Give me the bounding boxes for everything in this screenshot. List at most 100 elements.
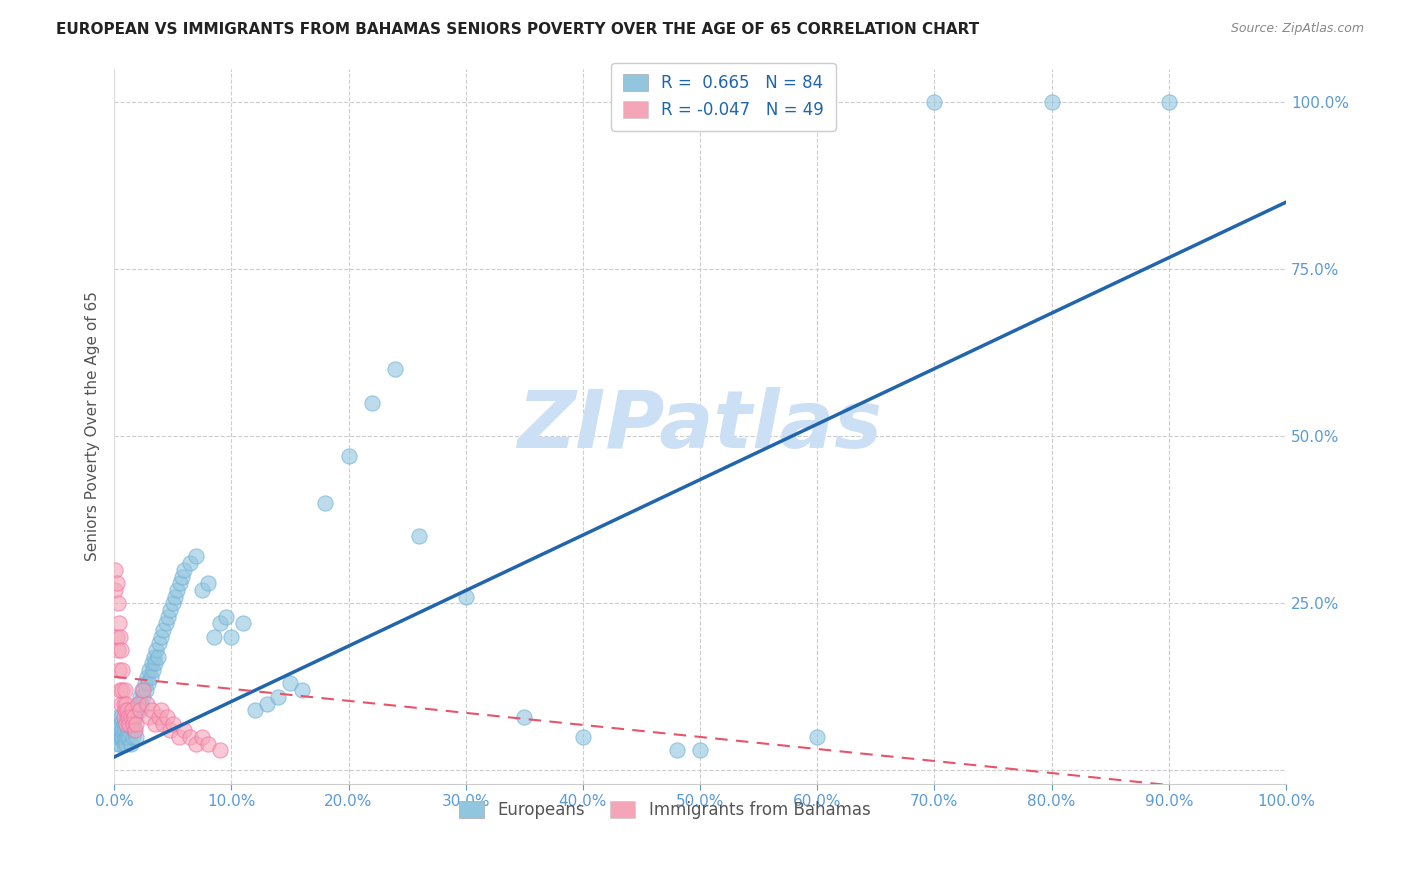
Point xyxy=(165,590,187,604)
Point xyxy=(186,549,208,564)
Point xyxy=(122,730,145,744)
Point xyxy=(806,730,828,744)
Point xyxy=(142,663,165,677)
Point xyxy=(143,649,166,664)
Point xyxy=(162,596,184,610)
Point xyxy=(111,683,134,698)
Point xyxy=(112,710,135,724)
Point xyxy=(117,723,139,738)
Point xyxy=(169,576,191,591)
Point xyxy=(115,716,138,731)
Point xyxy=(108,683,131,698)
Point xyxy=(131,683,153,698)
Point xyxy=(118,730,141,744)
Point xyxy=(107,710,129,724)
Point xyxy=(157,609,180,624)
Point xyxy=(572,730,595,744)
Point xyxy=(108,730,131,744)
Point xyxy=(104,723,127,738)
Point xyxy=(172,569,194,583)
Point xyxy=(179,556,201,570)
Point xyxy=(120,737,142,751)
Point xyxy=(314,496,336,510)
Point xyxy=(129,690,152,704)
Point xyxy=(665,743,688,757)
Point xyxy=(689,743,711,757)
Point xyxy=(110,730,132,744)
Point xyxy=(513,710,536,724)
Point xyxy=(173,563,195,577)
Point xyxy=(122,723,145,738)
Text: Source: ZipAtlas.com: Source: ZipAtlas.com xyxy=(1230,22,1364,36)
Point xyxy=(139,670,162,684)
Point xyxy=(107,737,129,751)
Point xyxy=(128,697,150,711)
Point xyxy=(191,582,214,597)
Point xyxy=(115,710,138,724)
Point xyxy=(122,710,145,724)
Point xyxy=(143,716,166,731)
Point xyxy=(197,737,219,751)
Point xyxy=(107,596,129,610)
Point xyxy=(159,723,181,738)
Y-axis label: Seniors Poverty Over the Age of 65: Seniors Poverty Over the Age of 65 xyxy=(86,291,100,561)
Point xyxy=(152,716,174,731)
Point xyxy=(108,723,131,738)
Point xyxy=(127,697,149,711)
Point xyxy=(108,663,131,677)
Point xyxy=(110,697,132,711)
Point xyxy=(108,616,131,631)
Point xyxy=(924,95,946,109)
Point xyxy=(129,703,152,717)
Point xyxy=(214,609,236,624)
Point xyxy=(127,703,149,717)
Point xyxy=(132,690,155,704)
Point xyxy=(112,737,135,751)
Point xyxy=(179,730,201,744)
Point xyxy=(1157,95,1180,109)
Point xyxy=(1040,95,1063,109)
Point xyxy=(146,649,169,664)
Point xyxy=(145,643,167,657)
Point xyxy=(267,690,290,704)
Point xyxy=(208,743,231,757)
Point xyxy=(256,697,278,711)
Point xyxy=(191,730,214,744)
Point xyxy=(112,697,135,711)
Point xyxy=(124,723,146,738)
Point xyxy=(136,670,159,684)
Point xyxy=(208,616,231,631)
Point xyxy=(104,582,127,597)
Point xyxy=(112,716,135,731)
Point xyxy=(243,703,266,717)
Point xyxy=(108,716,131,731)
Point xyxy=(173,723,195,738)
Point xyxy=(105,730,128,744)
Text: EUROPEAN VS IMMIGRANTS FROM BAHAMAS SENIORS POVERTY OVER THE AGE OF 65 CORRELATI: EUROPEAN VS IMMIGRANTS FROM BAHAMAS SENI… xyxy=(56,22,980,37)
Point xyxy=(108,630,131,644)
Point xyxy=(115,703,138,717)
Point xyxy=(121,703,143,717)
Point xyxy=(114,723,136,738)
Point xyxy=(107,643,129,657)
Point xyxy=(110,710,132,724)
Point xyxy=(124,710,146,724)
Point xyxy=(125,716,148,731)
Point xyxy=(121,716,143,731)
Point xyxy=(129,697,152,711)
Point xyxy=(114,683,136,698)
Point xyxy=(141,657,163,671)
Point xyxy=(186,737,208,751)
Point xyxy=(148,636,170,650)
Point xyxy=(118,716,141,731)
Point xyxy=(162,716,184,731)
Point xyxy=(156,710,179,724)
Point xyxy=(136,697,159,711)
Point xyxy=(202,630,225,644)
Point xyxy=(138,663,160,677)
Point xyxy=(125,730,148,744)
Point xyxy=(159,603,181,617)
Point xyxy=(110,643,132,657)
Point xyxy=(291,683,314,698)
Point xyxy=(232,616,254,631)
